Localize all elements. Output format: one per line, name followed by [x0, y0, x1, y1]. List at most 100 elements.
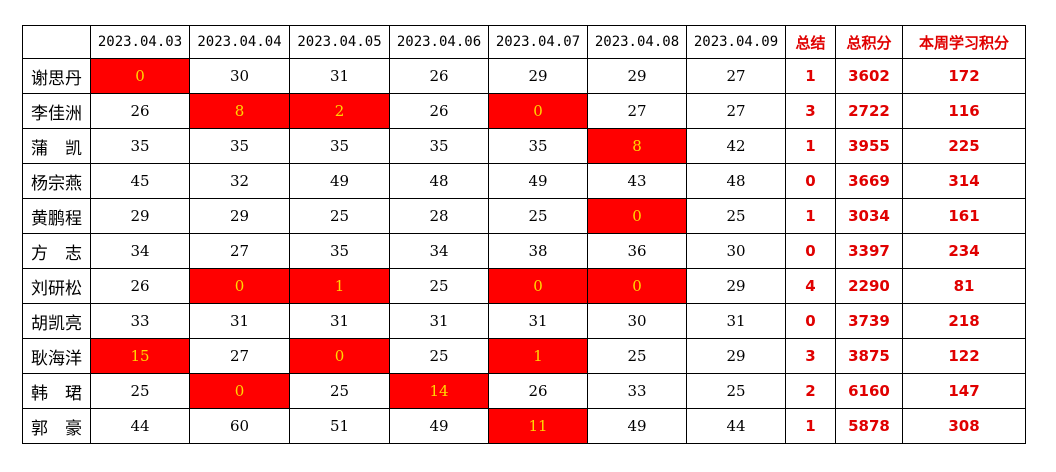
score-cell: 33 — [90, 303, 190, 339]
total-cell: 3875 — [835, 338, 903, 374]
score-cell: 31 — [189, 303, 290, 339]
total-cell: 3669 — [835, 163, 903, 199]
score-cell: 30 — [587, 303, 687, 339]
total-cell: 3955 — [835, 128, 903, 164]
score-cell: 30 — [189, 58, 290, 94]
summary-cell: 1 — [785, 408, 836, 444]
total-header: 总积分 — [835, 25, 903, 59]
total-cell: 5878 — [835, 408, 903, 444]
score-cell: 49 — [289, 163, 390, 199]
table-row: 李佳洲 26 8 2 26 0 27 27 3 2722 116 — [22, 93, 1026, 129]
name-cell: 谢思丹 — [22, 58, 91, 94]
score-cell: 31 — [289, 303, 390, 339]
summary-cell: 0 — [785, 233, 836, 269]
score-cell: 29 — [686, 268, 786, 304]
score-cell: 45 — [90, 163, 190, 199]
table-row: 蒲 凯 35 35 35 35 35 8 42 1 3955 225 — [22, 128, 1026, 164]
date-header: 2023.04.07 — [488, 25, 588, 59]
summary-cell: 3 — [785, 338, 836, 374]
score-cell: 2 — [289, 93, 390, 129]
summary-cell: 1 — [785, 58, 836, 94]
score-cell: 26 — [389, 58, 489, 94]
score-cell: 0 — [189, 373, 290, 409]
score-cell: 29 — [686, 338, 786, 374]
weekly-cell: 234 — [902, 233, 1026, 269]
score-cell: 49 — [488, 163, 588, 199]
score-table: 2023.04.03 2023.04.04 2023.04.05 2023.04.06… — [22, 25, 1026, 444]
table-row: 郭 豪 44 60 51 49 11 49 44 1 5878 308 — [22, 408, 1026, 444]
score-cell: 31 — [289, 58, 390, 94]
name-cell: 胡凯亮 — [22, 303, 91, 339]
score-cell: 8 — [587, 128, 687, 164]
table-row: 耿海洋 15 27 0 25 1 25 29 3 3875 122 — [22, 338, 1026, 374]
total-cell: 3397 — [835, 233, 903, 269]
score-cell: 30 — [686, 233, 786, 269]
score-cell: 11 — [488, 408, 588, 444]
weekly-cell: 116 — [902, 93, 1026, 129]
score-cell: 31 — [488, 303, 588, 339]
score-cell: 48 — [389, 163, 489, 199]
table-row: 方 志 34 27 35 34 38 36 30 0 3397 234 — [22, 233, 1026, 269]
score-cell: 44 — [90, 408, 190, 444]
name-cell: 韩 珺 — [22, 373, 91, 409]
summary-cell: 4 — [785, 268, 836, 304]
score-cell: 42 — [686, 128, 786, 164]
score-cell: 27 — [686, 58, 786, 94]
score-cell: 60 — [189, 408, 290, 444]
score-cell: 48 — [686, 163, 786, 199]
score-cell: 25 — [289, 373, 390, 409]
score-cell: 27 — [587, 93, 687, 129]
summary-cell: 0 — [785, 163, 836, 199]
summary-cell: 0 — [785, 303, 836, 339]
weekly-header: 本周学习积分 — [902, 25, 1026, 59]
summary-cell: 3 — [785, 93, 836, 129]
score-cell: 1 — [289, 268, 390, 304]
score-cell: 38 — [488, 233, 588, 269]
score-cell: 14 — [389, 373, 489, 409]
total-cell: 3739 — [835, 303, 903, 339]
summary-header: 总结 — [785, 25, 836, 59]
weekly-cell: 314 — [902, 163, 1026, 199]
table-row: 胡凯亮 33 31 31 31 31 30 31 0 3739 218 — [22, 303, 1026, 339]
summary-cell: 1 — [785, 198, 836, 234]
score-cell: 49 — [389, 408, 489, 444]
score-cell: 34 — [389, 233, 489, 269]
table-row: 韩 珺 25 0 25 14 26 33 25 2 6160 147 — [22, 373, 1026, 409]
score-cell: 35 — [90, 128, 190, 164]
score-cell: 25 — [389, 338, 489, 374]
table-row: 谢思丹 0 30 31 26 29 29 27 1 3602 172 — [22, 58, 1026, 94]
total-cell: 3034 — [835, 198, 903, 234]
name-cell: 蒲 凯 — [22, 128, 91, 164]
weekly-cell: 81 — [902, 268, 1026, 304]
score-cell: 43 — [587, 163, 687, 199]
score-cell: 29 — [587, 58, 687, 94]
weekly-cell: 172 — [902, 58, 1026, 94]
score-cell: 15 — [90, 338, 190, 374]
score-cell: 0 — [587, 198, 687, 234]
date-header: 2023.04.04 — [189, 25, 290, 59]
score-cell: 29 — [488, 58, 588, 94]
score-cell: 25 — [289, 198, 390, 234]
score-cell: 0 — [189, 268, 290, 304]
score-cell: 44 — [686, 408, 786, 444]
score-cell: 25 — [686, 198, 786, 234]
table-row: 刘研松 26 0 1 25 0 0 29 4 2290 81 — [22, 268, 1026, 304]
table-row: 杨宗燕 45 32 49 48 49 43 48 0 3669 314 — [22, 163, 1026, 199]
summary-cell: 1 — [785, 128, 836, 164]
summary-cell: 2 — [785, 373, 836, 409]
weekly-cell: 147 — [902, 373, 1026, 409]
score-cell: 29 — [189, 198, 290, 234]
score-cell: 35 — [488, 128, 588, 164]
weekly-cell: 122 — [902, 338, 1026, 374]
name-cell: 耿海洋 — [22, 338, 91, 374]
total-cell: 2722 — [835, 93, 903, 129]
score-cell: 31 — [686, 303, 786, 339]
weekly-cell: 225 — [902, 128, 1026, 164]
score-cell: 8 — [189, 93, 290, 129]
score-cell: 25 — [389, 268, 489, 304]
score-cell: 27 — [189, 338, 290, 374]
score-cell: 28 — [389, 198, 489, 234]
score-cell: 26 — [90, 93, 190, 129]
score-cell: 25 — [90, 373, 190, 409]
